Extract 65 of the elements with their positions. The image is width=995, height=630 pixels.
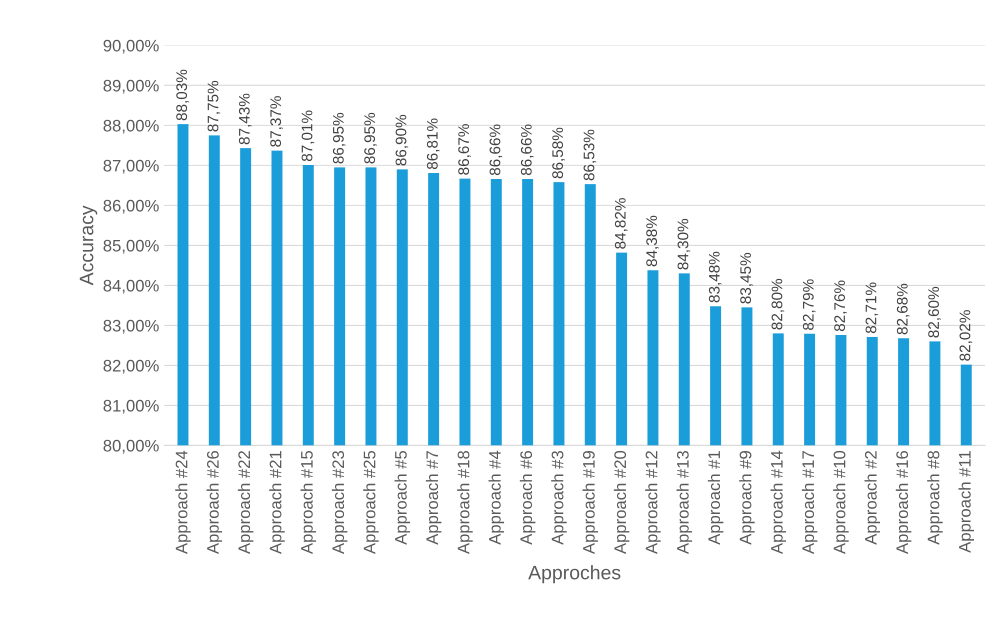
y-tick-label: 90,00% bbox=[104, 40, 159, 54]
x-axis-title: Approches bbox=[528, 565, 620, 584]
data-label: 86,67% bbox=[458, 124, 471, 175]
y-tick-label: 84,00% bbox=[104, 280, 159, 294]
x-tick-label: Approach #12 bbox=[645, 451, 661, 554]
x-tick-label: Approach #11 bbox=[958, 451, 974, 553]
x-tick-label: Approach #1 bbox=[708, 451, 724, 545]
y-tick-label: 83,00% bbox=[104, 320, 159, 334]
x-tick-label: Approach #10 bbox=[833, 450, 849, 554]
data-label: 86,95% bbox=[364, 112, 377, 164]
data-label: 82,71% bbox=[866, 282, 878, 334]
x-tick-label: Approach #24 bbox=[175, 450, 191, 554]
x-tick-label: Approach #25 bbox=[363, 450, 379, 554]
x-tick-label: Approach #14 bbox=[770, 450, 786, 554]
x-tick-label: Approach #18 bbox=[457, 450, 473, 554]
data-label: 84,38% bbox=[646, 216, 659, 266]
data-label: 86,66% bbox=[520, 124, 534, 176]
x-tick-label: Approach #8 bbox=[927, 450, 943, 545]
data-label: 88,03% bbox=[176, 70, 189, 120]
x-tick-label: Approach #4 bbox=[488, 450, 504, 545]
x-tick-label: Approach #16 bbox=[896, 450, 912, 554]
x-tick-label: Approach #26 bbox=[206, 450, 222, 554]
data-label: 82,60% bbox=[928, 286, 941, 338]
y-axis-title: Accuracy bbox=[80, 205, 98, 286]
x-tick-label: Approach #20 bbox=[614, 450, 630, 554]
data-label: 87,43% bbox=[238, 94, 252, 144]
data-label: 83,48% bbox=[708, 252, 722, 302]
data-label: 84,30% bbox=[678, 218, 690, 270]
y-tick-label: 81,00% bbox=[104, 400, 159, 414]
data-label: 83,45% bbox=[740, 252, 753, 304]
x-tick-label: Approach #23 bbox=[332, 450, 348, 554]
y-tick-label: 89,00% bbox=[104, 80, 159, 94]
x-tick-label: Approach #21 bbox=[269, 451, 285, 554]
data-label: 82,76% bbox=[834, 280, 847, 332]
x-tick-label: Approach #5 bbox=[394, 450, 410, 545]
y-tick-label: 87,00% bbox=[104, 160, 159, 174]
x-tick-label: Approach #3 bbox=[551, 450, 567, 545]
y-tick-label: 82,00% bbox=[104, 360, 159, 374]
y-tick-label: 88,00% bbox=[104, 120, 159, 134]
x-tick-label: Approach #22 bbox=[238, 451, 254, 554]
data-label: 87,01% bbox=[302, 110, 314, 162]
data-label: 82,02% bbox=[960, 310, 972, 361]
y-tick-label: 86,00% bbox=[104, 200, 159, 214]
x-tick-label: Approach #17 bbox=[802, 451, 818, 554]
y-tick-label: 80,00% bbox=[104, 440, 159, 454]
data-label: 86,81% bbox=[426, 118, 440, 170]
x-tick-label: Approach #19 bbox=[582, 451, 598, 554]
data-label: 86,66% bbox=[490, 124, 502, 176]
data-label: 86,90% bbox=[396, 114, 408, 166]
x-tick-label: Approach #6 bbox=[520, 450, 536, 545]
data-label: 82,68% bbox=[896, 284, 910, 334]
data-label: 86,95% bbox=[332, 112, 346, 164]
data-label: 86,53% bbox=[584, 130, 596, 180]
data-label: 84,82% bbox=[614, 198, 628, 249]
data-label: 86,58% bbox=[552, 128, 565, 178]
x-tick-label: Approach #7 bbox=[426, 451, 442, 545]
x-tick-label: Approach #15 bbox=[300, 450, 316, 554]
data-label: 82,79% bbox=[802, 279, 816, 330]
x-tick-label: Approach #13 bbox=[676, 450, 692, 554]
x-tick-label: Approach #9 bbox=[739, 451, 755, 545]
data-label: 87,37% bbox=[270, 96, 283, 147]
x-tick-label: Approach #2 bbox=[864, 451, 880, 545]
data-label: 82,80% bbox=[772, 278, 784, 330]
data-label: 87,75% bbox=[208, 80, 220, 132]
y-tick-label: 85,00% bbox=[104, 240, 159, 254]
